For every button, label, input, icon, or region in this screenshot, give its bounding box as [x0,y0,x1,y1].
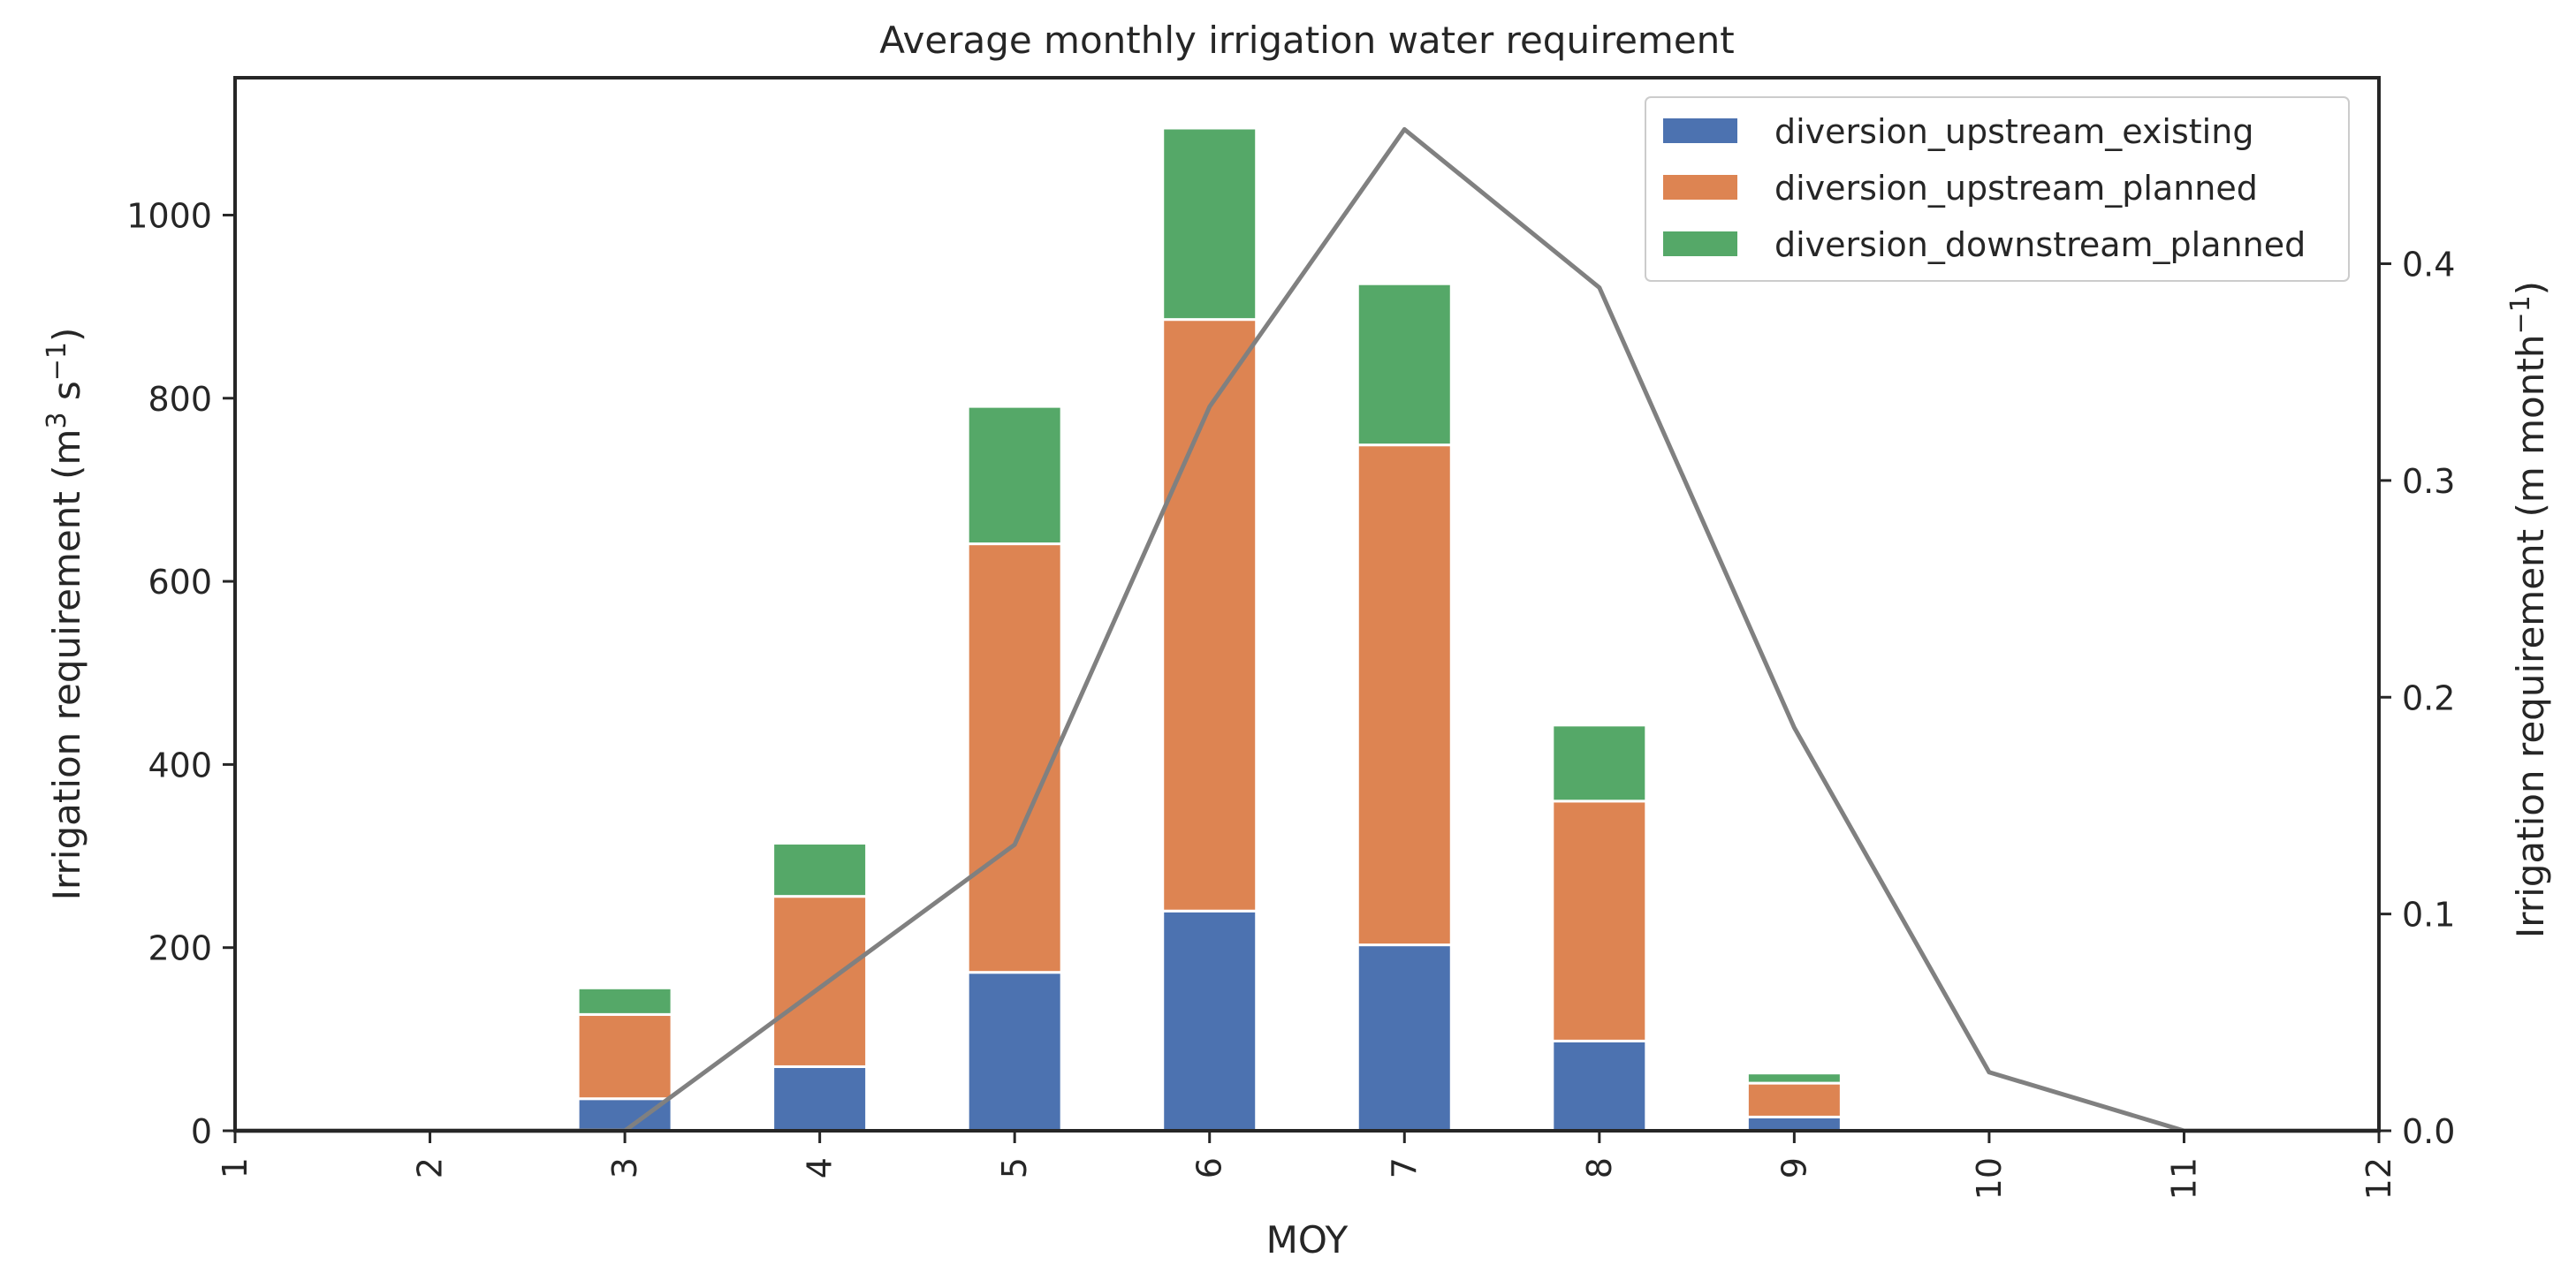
bar-diversion_downstream_planned-7 [1356,282,1453,447]
y-axis-title-left: Irrigation requirement (m3 s−1) [42,328,88,901]
bar-diversion_upstream_planned-8 [1551,799,1648,1042]
bar-diversion_upstream_existing-9 [1745,1115,1843,1133]
bar-diversion_downstream_planned-9 [1745,1072,1843,1085]
bar-diversion_upstream_planned-4 [771,895,869,1068]
bar-diversion_downstream_planned-6 [1161,126,1258,322]
legend-swatch-diversion_downstream_planned [1663,231,1737,256]
y-tick-label-left-400: 400 [148,746,212,784]
bar-diversion_upstream_planned-3 [576,1012,673,1101]
x-tick-label-1: 1 [216,1157,255,1178]
x-tick-label-2: 2 [411,1157,450,1178]
bar-diversion_downstream_planned-3 [576,986,673,1016]
x-tick-label-7: 7 [1385,1157,1424,1178]
bar-diversion_upstream_existing-5 [966,971,1063,1133]
bar-diversion_upstream_planned-9 [1745,1081,1843,1118]
x-axis-title: MOY [1266,1218,1349,1261]
y-axis-title-right: Irrigation requirement (m month−1) [2505,281,2552,938]
legend-swatch-diversion_upstream_planned [1663,175,1737,200]
bar-diversion_upstream_existing-4 [771,1064,869,1133]
bar-diversion_upstream_existing-8 [1551,1039,1648,1133]
bar-diversion_downstream_planned-5 [966,405,1063,546]
bar-diversion_upstream_existing-6 [1161,909,1258,1133]
x-tick-label-9: 9 [1774,1157,1813,1178]
x-tick-label-4: 4 [801,1157,840,1178]
bars [576,126,1843,1133]
y-tick-label-left-1000: 1000 [126,196,212,235]
x-tick-label-11: 11 [2164,1157,2203,1200]
y-tick-label-right-3: 0.3 [2402,462,2455,501]
x-tick-label-10: 10 [1970,1157,2009,1200]
bar-diversion_upstream_planned-7 [1356,443,1453,947]
y-tick-label-right-4: 0.4 [2402,246,2455,284]
legend-label-diversion_upstream_existing: diversion_upstream_existing [1774,112,2253,151]
x-tick-label-3: 3 [605,1157,644,1178]
legend: diversion_upstream_existing diversion_ups… [1645,96,2350,282]
bar-diversion_downstream_planned-4 [771,842,869,898]
y-tick-label-left-200: 200 [148,929,212,968]
bar-diversion_upstream_existing-3 [576,1097,673,1133]
bar-diversion_downstream_planned-8 [1551,724,1648,803]
y-tick-label-left-800: 800 [148,380,212,419]
y-tick-label-right-0: 0.0 [2402,1112,2455,1151]
legend-label-diversion_downstream_planned: diversion_downstream_planned [1774,225,2306,264]
x-tick-label-12: 12 [2359,1157,2398,1200]
legend-swatch-diversion_upstream_existing [1663,118,1737,143]
bar-diversion_upstream_planned-5 [966,542,1063,974]
bar-diversion_upstream_existing-7 [1356,943,1453,1133]
y-tick-label-left-0: 0 [191,1112,212,1151]
bar-diversion_upstream_planned-6 [1161,318,1258,913]
legend-label-diversion_upstream_planned: diversion_upstream_planned [1774,169,2258,208]
y-tick-label-right-2: 0.2 [2402,678,2455,717]
x-tick-label-5: 5 [995,1157,1034,1178]
x-tick-label-6: 6 [1190,1157,1229,1178]
legend-box [1645,96,2350,282]
y-tick-label-right-1: 0.1 [2402,896,2455,935]
plot-frame [233,76,2381,1133]
y-tick-label-left-600: 600 [148,563,212,602]
chart-title: Average monthly irrigation water require… [879,19,1735,62]
x-tick-label-8: 8 [1580,1157,1619,1178]
